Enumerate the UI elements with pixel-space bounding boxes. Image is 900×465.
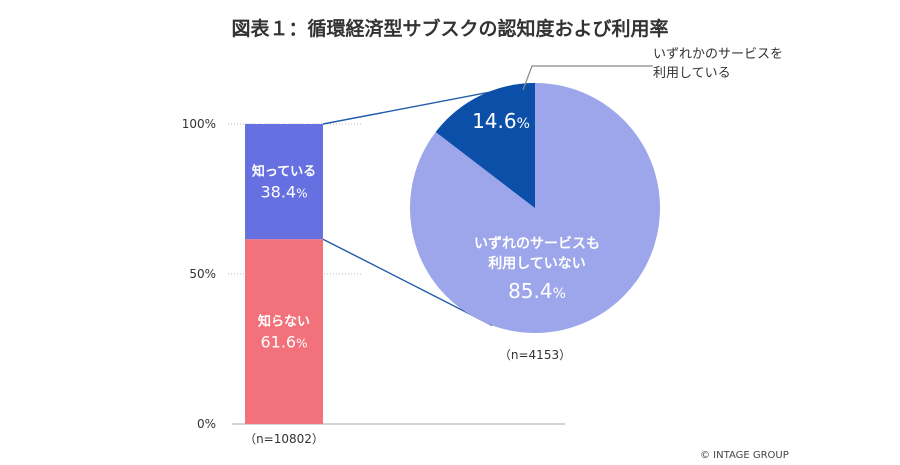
bar-segment-value: 38.4% bbox=[260, 183, 307, 202]
bar-segment-value: 61.6% bbox=[260, 333, 307, 352]
pie-slice-label: 利用していない bbox=[488, 255, 586, 272]
pie-slice-value: 85.4% bbox=[508, 279, 566, 303]
y-tick-label: 0% bbox=[197, 417, 216, 431]
pie-slice-label: いずれのサービスも bbox=[474, 235, 600, 252]
callout-label: 利用している bbox=[653, 66, 731, 81]
bar-segment bbox=[245, 124, 323, 240]
callout-line bbox=[522, 65, 653, 91]
label-layer: 知らない 61.6% 知っている 38.4% （n=10802） 14.6% いずれのサービ… bbox=[244, 47, 783, 446]
bar-segment-label: 知らない bbox=[258, 314, 310, 330]
y-tick-label: 50% bbox=[189, 267, 216, 281]
bar-segment bbox=[245, 239, 323, 424]
stacked-bar bbox=[245, 124, 323, 424]
y-tick-label: 100% bbox=[182, 117, 216, 131]
copyright-credit: © INTAGE GROUP bbox=[700, 450, 789, 461]
pie-n-label: （n=4153） bbox=[499, 348, 571, 362]
callout-label: いずれかのサービスを bbox=[653, 47, 783, 62]
pie-chart bbox=[410, 83, 660, 333]
bar-n-label: （n=10802） bbox=[244, 432, 324, 446]
pie-slice-value: 14.6% bbox=[472, 109, 530, 133]
bar-segment-label: 知っている bbox=[252, 164, 316, 180]
chart-title: 図表１：循環経済型サブスクの認知度および利用率 bbox=[231, 18, 669, 40]
connector-line bbox=[322, 238, 493, 327]
pie-slice bbox=[435, 83, 535, 208]
